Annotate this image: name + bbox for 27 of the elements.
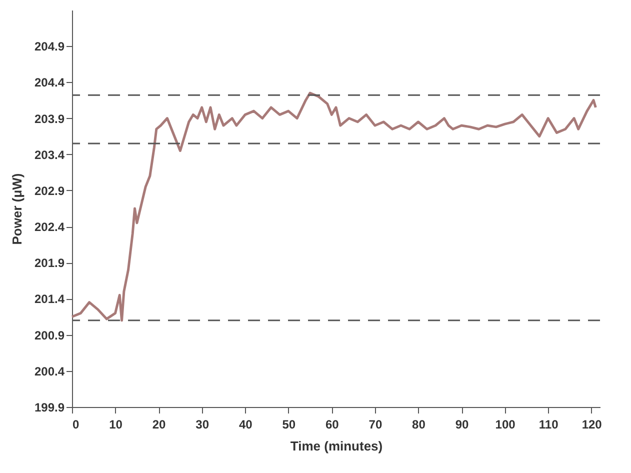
x-tick-label: 0 bbox=[72, 418, 80, 432]
y-axis-title: Power (μW) bbox=[9, 173, 24, 245]
y-tick-label: 200.9 bbox=[34, 328, 65, 342]
x-tick-label: 10 bbox=[109, 418, 123, 432]
y-tick-label: 199.9 bbox=[34, 400, 65, 414]
y-tick-label: 204.9 bbox=[34, 40, 65, 54]
y-tick-label: 203.9 bbox=[34, 112, 65, 126]
x-tick-label: 120 bbox=[582, 418, 602, 432]
y-tick-label: 200.4 bbox=[34, 364, 65, 378]
y-tick-label: 204.4 bbox=[34, 76, 65, 90]
y-tick-label: 203.4 bbox=[34, 148, 65, 162]
x-tick-label: 20 bbox=[152, 418, 166, 432]
y-tick-label: 202.9 bbox=[34, 184, 65, 198]
y-tick-label: 202.4 bbox=[34, 220, 65, 234]
x-tick-label: 40 bbox=[238, 418, 253, 432]
x-tick-label: 70 bbox=[368, 418, 382, 432]
y-tick-label: 201.9 bbox=[34, 256, 65, 270]
y-tick-label: 201.4 bbox=[34, 292, 65, 306]
x-tick-label: 50 bbox=[282, 418, 296, 432]
x-tick-label: 90 bbox=[455, 418, 469, 432]
line-series bbox=[70, 92, 597, 322]
x-tick-label: 100 bbox=[495, 418, 516, 432]
x-tick-label: 60 bbox=[325, 418, 340, 432]
x-tick-label: 30 bbox=[196, 418, 210, 432]
x-tick-label: 80 bbox=[412, 418, 426, 432]
x-axis-title: Time (minutes) bbox=[290, 438, 383, 454]
x-tick-label: 110 bbox=[538, 418, 559, 432]
